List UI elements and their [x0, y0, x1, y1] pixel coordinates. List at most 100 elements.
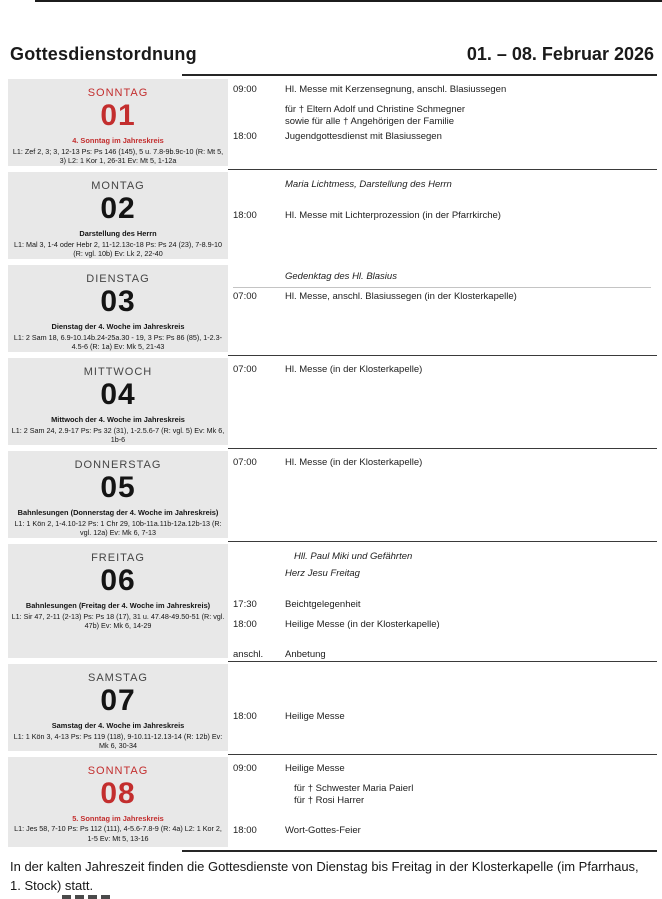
day-feast-title: 5. Sonntag im Jahreskreis: [72, 813, 164, 823]
day-readings: L1: 1 Kön 2, 1-4.10-12 Ps: 1 Chr 29, 10b…: [14, 518, 222, 538]
day-name: DIENSTAG: [86, 273, 150, 285]
day-name: FREITAG: [91, 552, 145, 564]
day-cell: MITTWOCH 04 Mittwoch der 4. Woche im Jahre…: [8, 358, 228, 445]
day-feast-title: Dienstag der 4. Woche im Jahreskreis: [51, 322, 185, 331]
service-entry: anschl. Anbetung: [233, 649, 651, 661]
header-rule: [182, 74, 657, 76]
day-services: 07:00 Hl. Messe (in der Klosterkapelle): [228, 355, 657, 448]
service-text: Anbetung: [285, 649, 326, 660]
service-time: [233, 104, 285, 128]
day-readings: L1: 2 Sam 18, 6.9-10.14b.24-25a.30 - 19,…: [13, 332, 223, 352]
day-number: 04: [100, 378, 136, 411]
day-row-04: MITTWOCH 04 Mittwoch der 4. Woche im Jahre…: [0, 355, 657, 448]
service-text: Heilige Messe: [285, 762, 345, 774]
service-time: 07:00: [233, 291, 257, 302]
service-text: Hl. Messe (in der Klosterkapelle): [285, 457, 423, 468]
day-row-05: DONNERSTAG 05 Bahnlesungen (Donnerstag der…: [0, 448, 657, 541]
service-entry: 18:00 Jugendgottesdienst mit Blasiussegen: [233, 131, 651, 143]
service-time: 18:00: [233, 210, 257, 221]
day-services: 07:00 Hl. Messe (in der Klosterkapelle): [228, 448, 657, 541]
day-feast-title: Bahnlesungen (Freitag der 4. Woche im Ja…: [25, 601, 211, 610]
service-entry: Gedenktag des Hl. Blasius: [233, 270, 651, 288]
service-text: Maria Lichtmess, Darstellung des Herrn: [285, 179, 452, 190]
service-entry: 18:00 Hl. Messe mit Lichterprozession (in…: [233, 210, 651, 222]
day-name: DONNERSTAG: [74, 459, 162, 471]
service-text: für † Schwester Maria Paierl für † Rosi …: [294, 782, 414, 806]
day-name: MONTAG: [91, 180, 145, 192]
service-text: Jugendgottesdienst mit Blasiussegen: [285, 131, 442, 142]
day-name: SONNTAG: [87, 764, 149, 777]
service-time: 17:30: [233, 599, 257, 610]
service-text: Hl. Messe mit Lichterprozession (in der …: [285, 210, 501, 221]
service-entry: 18:00 Wort-Gottes-Feier: [233, 825, 651, 837]
day-cell: DONNERSTAG 05 Bahnlesungen (Donnerstag der…: [8, 451, 228, 538]
day-row-03: DIENSTAG 03 Dienstag der 4. Woche im Jahre…: [0, 262, 657, 355]
service-time: 18:00: [233, 824, 257, 836]
service-text: Wort-Gottes-Feier: [285, 824, 361, 836]
footer-note: In der kalten Jahreszeit finden die Gott…: [10, 858, 639, 893]
day-readings: L1: Sir 47, 2-11 (2-13) Ps: Ps 18 (17), …: [11, 611, 225, 631]
service-entry: 18:00 Heilige Messe: [233, 711, 651, 723]
day-feast-title: Darstellung des Herrn: [79, 229, 157, 238]
service-entry: 18:00 Heilige Messe (in der Klosterkapell…: [233, 619, 651, 631]
service-entry: Herz Jesu Freitag: [233, 567, 651, 581]
day-readings: L1: Zef 2, 3; 3, 12-13 Ps: Ps 146 (145),…: [12, 146, 224, 166]
day-services: 09:00 Heilige Messe für † Schwester Maria …: [228, 753, 657, 850]
day-name: SAMSTAG: [88, 672, 148, 684]
service-entry: 09:00 Heilige Messe: [233, 763, 651, 775]
page-bottom-cutoff-mark: [62, 895, 114, 899]
service-time: [233, 567, 285, 581]
day-row-07: SAMSTAG 07 Samstag der 4. Woche im Jahresk…: [0, 661, 657, 754]
service-text: Heilige Messe (in der Klosterkapelle): [285, 619, 440, 630]
service-time: [233, 783, 285, 807]
day-number: 01: [100, 99, 136, 132]
footer-rule: [182, 849, 657, 852]
day-number: 06: [100, 564, 136, 597]
day-number: 03: [100, 285, 136, 318]
date-range: 01. – 08. Februar 2026: [466, 44, 654, 64]
day-feast-title: 4. Sonntag im Jahreskreis: [72, 136, 164, 145]
service-time: 09:00: [233, 84, 257, 95]
day-cell: SONNTAG 01 4. Sonntag im Jahreskreis L1: Ze…: [8, 79, 228, 166]
day-services: 09:00 Hl. Messe mit Kerzensegnung, anschl…: [228, 76, 657, 169]
service-entry: Hll. Paul Miki und Gefährten: [233, 550, 651, 564]
day-cell: SONNTAG 08 5. Sonntag im Jahreskreis L1: Je…: [8, 756, 228, 847]
service-entry: Maria Lichtmess, Darstellung des Herrn: [233, 178, 651, 192]
day-readings: L1: 1 Kön 3, 4-13 Ps: Ps 119 (118), 9-10…: [13, 731, 223, 751]
service-time: [233, 178, 285, 192]
day-cell: MONTAG 02 Darstellung des Herrn L1: Mal 3, …: [8, 172, 228, 259]
day-readings: L1: 2 Sam 24, 2.9-17 Ps: Ps 32 (31), 1-2…: [11, 425, 225, 445]
service-entry: für † Eltern Adolf und Christine Schmegn…: [233, 104, 651, 128]
day-cell: SAMSTAG 07 Samstag der 4. Woche im Jahresk…: [8, 664, 228, 751]
day-row-06: FREITAG 06 Bahnlesungen (Freitag der 4. Wo…: [0, 541, 657, 661]
service-entry: 09:00 Hl. Messe mit Kerzensegnung, anschl…: [233, 84, 651, 96]
service-text: Hl. Messe mit Kerzensegnung, anschl. Bla…: [285, 84, 507, 95]
service-text: Beichtgelegenheit: [285, 599, 361, 610]
day-readings: L1: Mal 3, 1-4 oder Hebr 2, 11-12.13c-18…: [13, 239, 222, 259]
service-time: 07:00: [233, 457, 257, 468]
day-number: 07: [100, 684, 136, 717]
schedule: SONNTAG 01 4. Sonntag im Jahreskreis L1: Ze…: [0, 76, 657, 850]
service-entry: für † Schwester Maria Paierl für † Rosi …: [233, 783, 651, 807]
day-services: 18:00 Heilige Messe: [228, 661, 657, 754]
service-text: Hll. Paul Miki und Gefährten: [294, 551, 413, 562]
service-text: Hl. Messe (in der Klosterkapelle): [285, 364, 423, 375]
page-top-rule: [35, 0, 662, 2]
page-title: Gottesdienstordnung: [10, 44, 197, 64]
service-entry: 07:00 Hl. Messe (in der Klosterkapelle): [233, 457, 651, 469]
service-entry: 07:00 Hl. Messe, anschl. Blasiussegen (in…: [233, 291, 651, 303]
day-services: Maria Lichtmess, Darstellung des Herrn 18…: [228, 169, 657, 262]
day-row-08: SONNTAG 08 5. Sonntag im Jahreskreis L1: Je…: [0, 753, 657, 850]
service-time: 07:00: [233, 364, 257, 375]
day-services: Hll. Paul Miki und Gefährten Herz Jesu Fr…: [228, 541, 657, 661]
service-text: für † Eltern Adolf und Christine Schmegn…: [285, 104, 466, 127]
service-time: anschl.: [233, 649, 264, 660]
service-text: Herz Jesu Freitag: [285, 568, 360, 579]
day-feast-title: Bahnlesungen (Donnerstag der 4. Woche im…: [17, 508, 219, 517]
day-readings: L1: Jes 58, 7-10 Ps: Ps 112 (111), 4-5.6…: [14, 824, 222, 843]
service-text: Gedenktag des Hl. Blasius: [285, 271, 397, 282]
day-feast-title: Mittwoch der 4. Woche im Jahreskreis: [51, 415, 185, 424]
day-name: SONNTAG: [87, 87, 149, 99]
service-time: 18:00: [233, 131, 257, 142]
